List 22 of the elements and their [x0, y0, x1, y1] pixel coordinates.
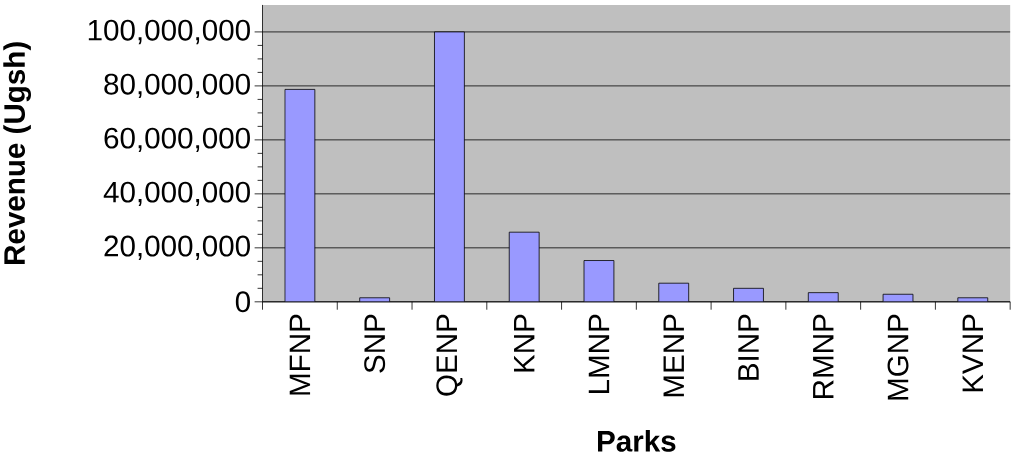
y-tick-label: 40,000,000 — [103, 181, 250, 207]
y-axis-title: Revenue (Ugsh) — [3, 42, 31, 265]
x-tick-label: QENP — [436, 314, 463, 396]
x-axis-title: Parks — [598, 430, 676, 452]
y-tick-label: 0 — [235, 291, 250, 313]
x-tick-label: MGNP — [887, 314, 909, 400]
x-tick-label: SNP — [364, 314, 386, 373]
y-tick-label: 60,000,000 — [104, 127, 250, 153]
y-tick-label: 80,000,000 — [104, 73, 250, 99]
x-tick-label: KVNP — [962, 314, 983, 392]
bar — [508, 231, 540, 303]
bar — [284, 89, 316, 303]
x-tick-label: KNP — [514, 314, 535, 372]
y-tick-label: 100,000,000 — [88, 19, 250, 45]
bar — [583, 260, 615, 303]
x-tick-label: BINP — [738, 314, 759, 381]
x-tick-label: LMNP — [588, 314, 610, 394]
x-tick-label: MFNP — [289, 314, 311, 395]
y-tick-label: 20,000,000 — [104, 235, 250, 261]
bar — [434, 31, 465, 303]
x-tick-label: RMNP — [813, 314, 834, 399]
x-tick-label: MENP — [663, 314, 684, 397]
